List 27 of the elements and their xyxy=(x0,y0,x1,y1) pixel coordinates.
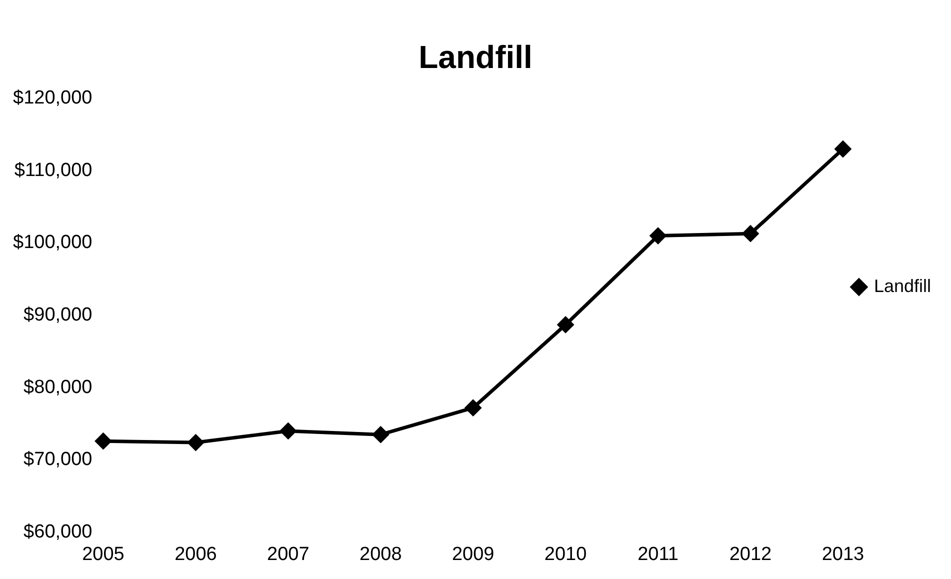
x-tick-label: 2005 xyxy=(82,544,124,565)
x-tick-label: 2007 xyxy=(267,544,310,565)
y-tick-label: $90,000 xyxy=(24,304,92,326)
point xyxy=(94,432,112,450)
legend-label: Landfill xyxy=(874,276,932,296)
point xyxy=(464,399,482,416)
point xyxy=(372,426,390,444)
y-tick-label: $100,000 xyxy=(12,232,92,254)
point xyxy=(280,422,297,440)
y-tick-label: $60,000 xyxy=(24,521,92,542)
y-tick-label: $70,000 xyxy=(24,449,92,470)
point xyxy=(834,140,852,158)
x-tick-label: 2006 xyxy=(174,544,217,565)
y-tick-label: $120,000 xyxy=(12,88,92,109)
x-tick-label: 2011 xyxy=(638,544,678,565)
point xyxy=(650,227,667,244)
x-tick-label: 2013 xyxy=(822,544,864,565)
point xyxy=(742,225,759,242)
x-tick-label: 2010 xyxy=(544,544,587,565)
point xyxy=(557,316,574,334)
x-tick-label: 2008 xyxy=(360,544,402,565)
point xyxy=(187,434,204,452)
y-tick-label: $80,000 xyxy=(24,376,92,398)
x-tick-label: 2009 xyxy=(452,544,494,565)
y-tick-label: $110,000 xyxy=(14,160,92,181)
x-tick-label: 2012 xyxy=(729,544,772,565)
chart-title: Landfill xyxy=(418,39,532,76)
